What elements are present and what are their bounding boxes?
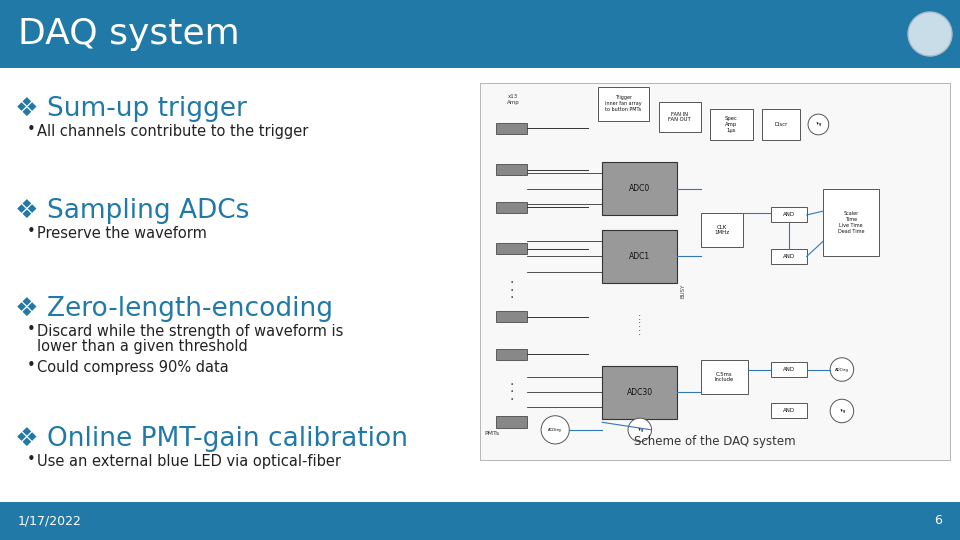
Text: AND: AND [783,212,795,218]
Text: ❖ Sum-up trigger: ❖ Sum-up trigger [15,96,247,122]
Bar [0,68,960,502]
Text: Use an external blue LED via optical-fiber: Use an external blue LED via optical-fib… [37,454,341,469]
Text: ADC0: ADC0 [629,184,651,193]
Text: All channels contribute to the trigger: All channels contribute to the trigger [37,124,308,139]
Text: •: • [27,224,36,239]
Bar [701,213,743,247]
Bar [496,202,527,213]
Bar [772,207,806,222]
Bar [597,87,649,121]
Text: PMTs: PMTs [485,431,500,436]
Text: .: . [510,280,515,294]
Circle shape [628,418,652,442]
Circle shape [830,358,853,381]
Text: •: • [27,122,36,137]
Text: ADC30: ADC30 [627,388,653,397]
Text: •: • [27,452,36,467]
Text: FAN IN
FAN OUT: FAN IN FAN OUT [668,112,691,123]
Text: Trg: Trg [839,409,845,413]
Bar [0,502,960,540]
Circle shape [808,114,828,135]
Text: Spec
Amp
1μs: Spec Amp 1μs [725,116,738,133]
Text: BUSY: BUSY [681,283,685,298]
Bar [701,360,748,394]
Text: Discard while the strength of waveform is: Discard while the strength of waveform i… [37,324,344,339]
Text: Could compress 90% data: Could compress 90% data [37,360,228,375]
Text: AND: AND [783,254,795,259]
Text: AND: AND [783,408,795,414]
Circle shape [908,12,952,56]
Text: CLK
1MHz: CLK 1MHz [714,225,730,235]
Bar [772,403,806,418]
Text: Discr: Discr [774,122,787,127]
Text: :: : [638,319,641,329]
Text: DAQ system: DAQ system [18,17,240,51]
Text: C.5ms
Include: C.5ms Include [715,372,734,382]
Bar [602,162,678,215]
Bar [496,123,527,134]
Bar [772,362,806,377]
Bar [496,416,527,428]
Circle shape [830,399,853,423]
Bar [0,0,960,68]
Text: lower than a given threshold: lower than a given threshold [37,339,248,354]
Bar [659,102,701,132]
Text: Preserve the waveform: Preserve the waveform [37,226,206,241]
Bar [772,249,806,264]
Text: 6: 6 [934,515,942,528]
Text: Scaler
Time
Live Time
Dead Time: Scaler Time Live Time Dead Time [838,211,865,234]
Text: ADC1: ADC1 [629,252,650,261]
Bar [496,311,527,322]
Bar [602,230,678,283]
Bar [496,349,527,360]
Text: ACDtrg: ACDtrg [548,428,562,432]
Text: ❖ Zero-length-encoding: ❖ Zero-length-encoding [15,296,333,322]
Text: .: . [510,272,515,286]
Text: 1/17/2022: 1/17/2022 [18,515,82,528]
Bar [710,110,753,139]
Bar [602,366,678,418]
Text: •: • [27,358,36,373]
Text: .: . [510,287,515,301]
Text: .: . [510,381,515,395]
Bar [762,110,800,139]
Bar [823,188,879,256]
Text: ❖ Sampling ADCs: ❖ Sampling ADCs [15,198,250,224]
Bar [496,164,527,175]
Bar [496,244,527,254]
Text: .: . [510,374,515,388]
Text: .: . [510,389,515,403]
Text: AND: AND [783,367,795,372]
Text: ❖ Online PMT-gain calibration: ❖ Online PMT-gain calibration [15,426,408,452]
Text: Trigger
inner fan array
to button PMTs: Trigger inner fan array to button PMTs [605,96,641,112]
Circle shape [541,416,569,444]
Bar [480,83,950,460]
Text: Scheme of the DAQ system: Scheme of the DAQ system [635,435,796,449]
Text: :: : [638,327,641,337]
Text: x13
Amp: x13 Amp [507,94,519,105]
Text: Trg: Trg [815,123,822,126]
Text: ADCtrg: ADCtrg [835,368,849,372]
Text: •: • [27,322,36,337]
Text: :: : [638,312,641,322]
Text: Trg: Trg [636,428,643,432]
